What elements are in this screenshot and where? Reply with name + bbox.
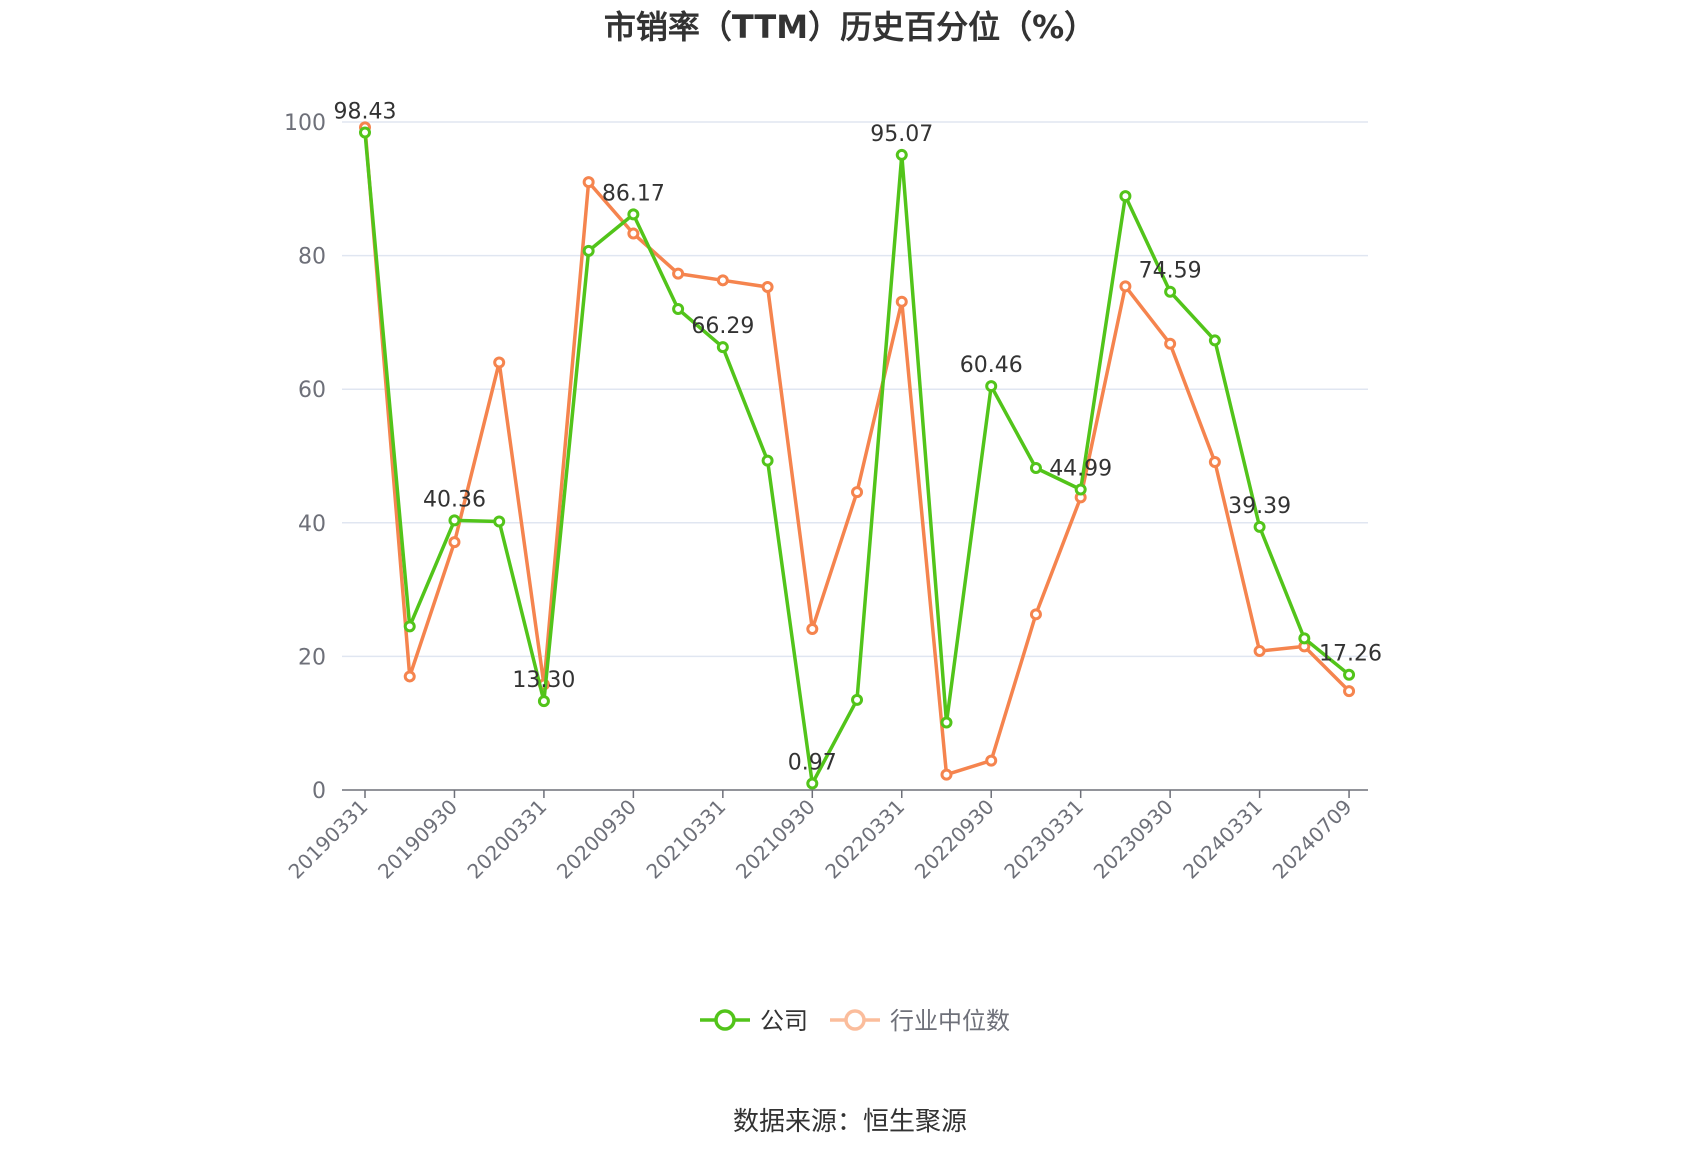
x-tick-label: 20210331: [641, 795, 730, 884]
y-tick-label: 20: [298, 645, 326, 670]
series-0-point[interactable]: [1343, 668, 1356, 681]
series-1-point[interactable]: [672, 267, 685, 280]
grid: [342, 121, 1368, 658]
series-0-point[interactable]: [895, 148, 908, 161]
legend-marker: [844, 1009, 866, 1031]
series-0-point[interactable]: [1074, 483, 1087, 496]
x-tick-label: 20220930: [910, 795, 999, 884]
x-tick-label: 20240331: [1178, 795, 1267, 884]
data-label: 39.39: [1228, 494, 1291, 519]
series-0-point[interactable]: [716, 341, 729, 354]
y-tick-label: 0: [312, 779, 326, 804]
series-1-point[interactable]: [1343, 685, 1356, 698]
legend-label: 行业中位数: [890, 1007, 1010, 1035]
series-0-point[interactable]: [985, 380, 998, 393]
data-label: 13.30: [512, 668, 575, 693]
series-1-point[interactable]: [985, 754, 998, 767]
series-0-point[interactable]: [1298, 632, 1311, 645]
series-1-point[interactable]: [582, 176, 595, 189]
x-tick-label: 20200930: [552, 795, 641, 884]
series-1-point[interactable]: [1119, 280, 1132, 293]
series-1-point[interactable]: [895, 295, 908, 308]
data-label: 74.59: [1139, 259, 1202, 284]
legend-label: 公司: [760, 1007, 808, 1035]
series-0-point[interactable]: [851, 693, 864, 706]
x-axis: 20190331 20190930 20200331 20200930 20210331…: [284, 789, 1368, 884]
x-tick-label: 20220331: [820, 795, 909, 884]
data-label: 60.46: [960, 353, 1023, 378]
data-labels: 98.43 40.36 13.30 86.17 66.29 0.97 95.07 60.46 4…: [334, 99, 1383, 775]
legend[interactable]: 公司 行业中位数: [700, 1007, 1010, 1035]
series-1-point[interactable]: [761, 280, 774, 293]
series-0-point[interactable]: [448, 514, 461, 527]
y-tick-label: 80: [298, 245, 326, 270]
source-note: 数据来源：恒生聚源: [733, 1107, 967, 1137]
data-label: 0.97: [788, 751, 837, 776]
series-1-point[interactable]: [448, 536, 461, 549]
data-label: 44.99: [1049, 456, 1112, 481]
data-label: 40.36: [423, 487, 486, 512]
x-tick-label: 20190930: [373, 795, 462, 884]
series-0-point[interactable]: [1029, 462, 1042, 475]
x-tick-label: 20190331: [284, 795, 373, 884]
series-0-point[interactable]: [493, 515, 506, 528]
data-label: 95.07: [870, 122, 933, 147]
y-axis: 0 20 40 60 80 100: [284, 111, 326, 804]
series-1-point[interactable]: [1164, 337, 1177, 350]
series-0-point[interactable]: [940, 716, 953, 729]
data-label: 66.29: [691, 314, 754, 339]
series-1-point[interactable]: [851, 486, 864, 499]
series-1-point[interactable]: [627, 227, 640, 240]
legend-item-1[interactable]: 行业中位数: [830, 1007, 1010, 1035]
series-0-point[interactable]: [672, 303, 685, 316]
series-layer: [359, 121, 1356, 790]
y-tick-label: 100: [284, 111, 326, 136]
series-0-point[interactable]: [1208, 334, 1221, 347]
series-1-point[interactable]: [716, 274, 729, 287]
series-0-point[interactable]: [1253, 520, 1266, 533]
series-1-point[interactable]: [403, 670, 416, 683]
chart-title: 市销率（TTM）历史百分位（%）: [604, 8, 1096, 46]
y-tick-label: 60: [298, 378, 326, 403]
series-0-point[interactable]: [537, 695, 550, 708]
series-0-point[interactable]: [627, 208, 640, 221]
series-0-point[interactable]: [359, 126, 371, 139]
series-1-point[interactable]: [1029, 608, 1042, 621]
series-1-point[interactable]: [493, 356, 506, 369]
x-tick-label: 20240709: [1268, 795, 1357, 884]
series-1-point[interactable]: [806, 623, 819, 636]
x-tick-label: 20210930: [731, 795, 820, 884]
series-0-point[interactable]: [761, 454, 774, 467]
series-0-point[interactable]: [582, 244, 595, 257]
series-1-point[interactable]: [1208, 456, 1221, 469]
series-0-point[interactable]: [1164, 285, 1177, 298]
series-0-point[interactable]: [1119, 190, 1132, 203]
x-tick-label: 20200331: [463, 795, 552, 884]
series-0-point[interactable]: [806, 777, 819, 790]
data-label: 86.17: [602, 181, 665, 206]
data-label: 17.26: [1319, 642, 1382, 667]
data-label: 98.43: [334, 99, 397, 124]
x-tick-label: 20230331: [999, 795, 1088, 884]
x-tick-label: 20230930: [1089, 795, 1178, 884]
series-1-point[interactable]: [940, 768, 953, 781]
legend-marker: [714, 1009, 736, 1031]
series-0-point[interactable]: [403, 620, 416, 633]
series-1-point[interactable]: [1253, 645, 1266, 658]
y-tick-label: 40: [298, 512, 326, 537]
legend-item-0[interactable]: 公司: [700, 1007, 808, 1035]
